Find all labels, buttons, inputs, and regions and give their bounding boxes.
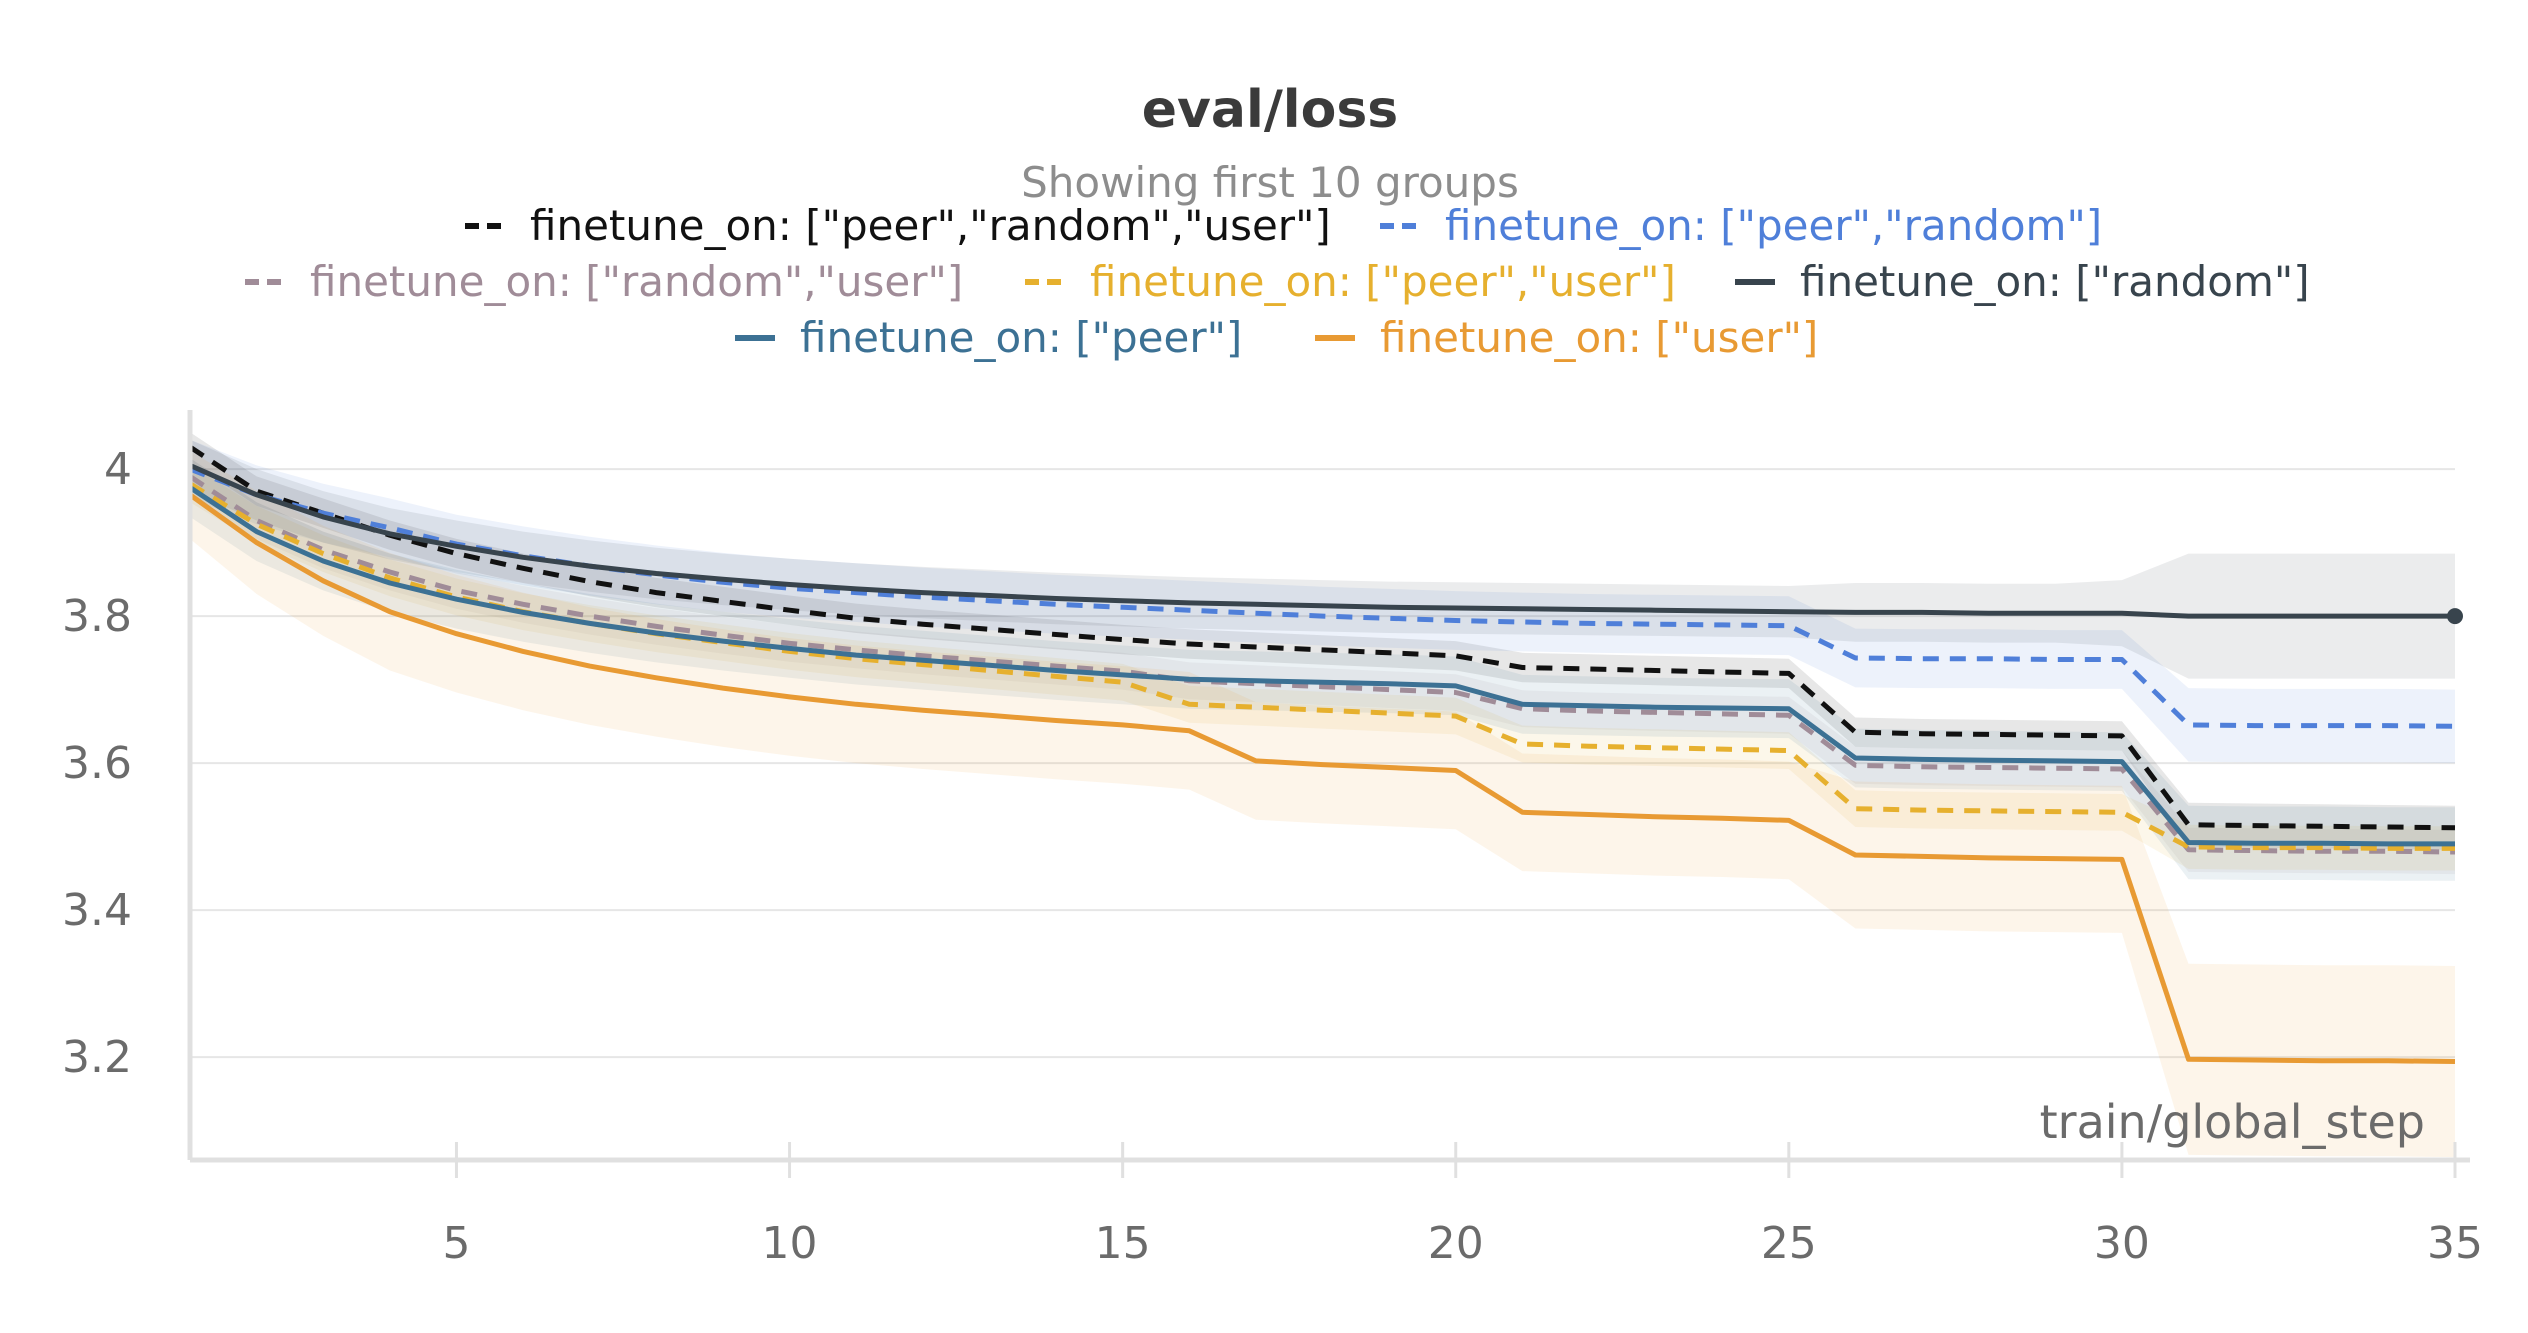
x-tick-label: 25 [1761,1218,1817,1269]
legend-label: finetune_on: ["peer","random","user"] [530,201,1331,250]
legend-label: finetune_on: ["random"] [1800,257,2310,306]
confidence-band [190,439,2455,764]
legend-label: finetune_on: ["peer","random"] [1445,201,2102,250]
legend-label: finetune_on: ["random","user"] [310,257,963,306]
confidence-band [190,450,2455,1158]
y-tick-label: 3.8 [62,591,132,642]
series-line [188,485,2455,847]
y-tick-label: 3.4 [62,885,132,936]
y-tick-label: 3.2 [62,1032,132,1083]
x-tick-label: 20 [1428,1218,1484,1269]
confidence-band [190,432,2455,850]
x-tick-label: 30 [2094,1218,2150,1269]
confidence-band [190,439,2455,679]
confidence-bands [190,432,2455,1158]
chart-title: eval/loss [1142,80,1399,140]
chart-subtitle: Showing first 10 groups [1021,158,1519,207]
legend-label: finetune_on: ["peer"] [800,313,1242,362]
y-tick-label: 4 [104,444,132,495]
tick-labels: 3.2 3.4 3.6 3.8 4 5 10 15 20 25 30 35 [62,444,2483,1269]
legend-label: finetune_on: ["peer","user"] [1090,257,1676,306]
series-lines [188,444,2463,1064]
axes [187,410,2470,1178]
legend: finetune_on: ["peer","random","user"] fin… [245,201,2310,362]
legend-label: finetune_on: ["user"] [1380,313,1818,362]
series-line [188,481,2455,851]
x-tick-label: 35 [2427,1218,2483,1269]
x-axis-label: train/global_step [2040,1095,2425,1149]
confidence-band [190,458,2455,875]
confidence-band [190,458,2455,881]
series-line [188,474,2456,855]
series-line [188,463,2455,619]
x-tick-label: 15 [1095,1218,1151,1269]
confidence-band [190,465,2455,871]
series-line [188,444,2456,831]
series-line [188,492,2456,1064]
series-end-point [2447,608,2463,625]
y-tick-label: 3.6 [62,738,132,789]
x-tick-label: 5 [442,1218,470,1269]
x-tick-label: 10 [762,1218,818,1269]
